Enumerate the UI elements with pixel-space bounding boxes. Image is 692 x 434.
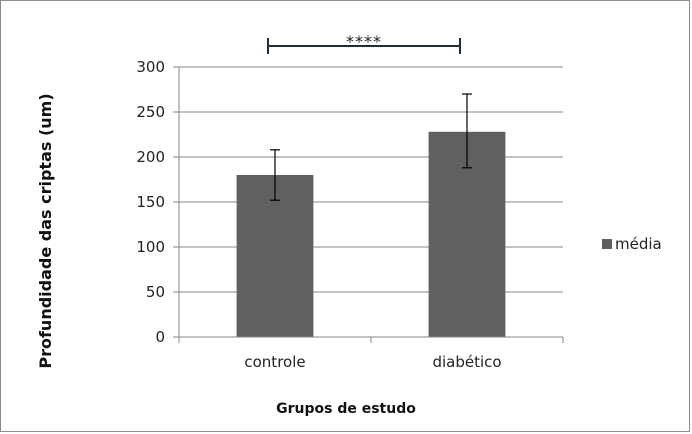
y-tick-label: 50 bbox=[146, 283, 165, 301]
error-bars bbox=[270, 93, 472, 201]
x-axis-title: Grupos de estudo bbox=[276, 401, 416, 417]
y-tick-label: 100 bbox=[136, 238, 165, 256]
legend-swatch bbox=[602, 239, 612, 249]
y-tick-label: 200 bbox=[136, 148, 165, 166]
y-axis-title: Profundidade das criptas (um) bbox=[36, 93, 55, 368]
y-tick-label: 300 bbox=[136, 58, 165, 76]
y-tick-labels: 0 50 100 150 200 250 300 bbox=[136, 58, 165, 346]
x-tick-labels: controle diabético bbox=[244, 353, 501, 371]
bar-0 bbox=[236, 175, 314, 337]
significance-label: **** bbox=[346, 32, 382, 51]
x-tick-label: controle bbox=[244, 353, 305, 371]
bars bbox=[236, 131, 506, 337]
y-tick-label: 150 bbox=[136, 193, 165, 211]
legend-label: média bbox=[615, 235, 662, 253]
significance-bracket: **** bbox=[267, 32, 461, 54]
x-tick-label: diabético bbox=[432, 353, 501, 371]
y-tick-label: 0 bbox=[155, 328, 165, 346]
axes bbox=[173, 66, 564, 343]
legend: média bbox=[602, 235, 662, 253]
y-tick-label: 250 bbox=[136, 103, 165, 121]
